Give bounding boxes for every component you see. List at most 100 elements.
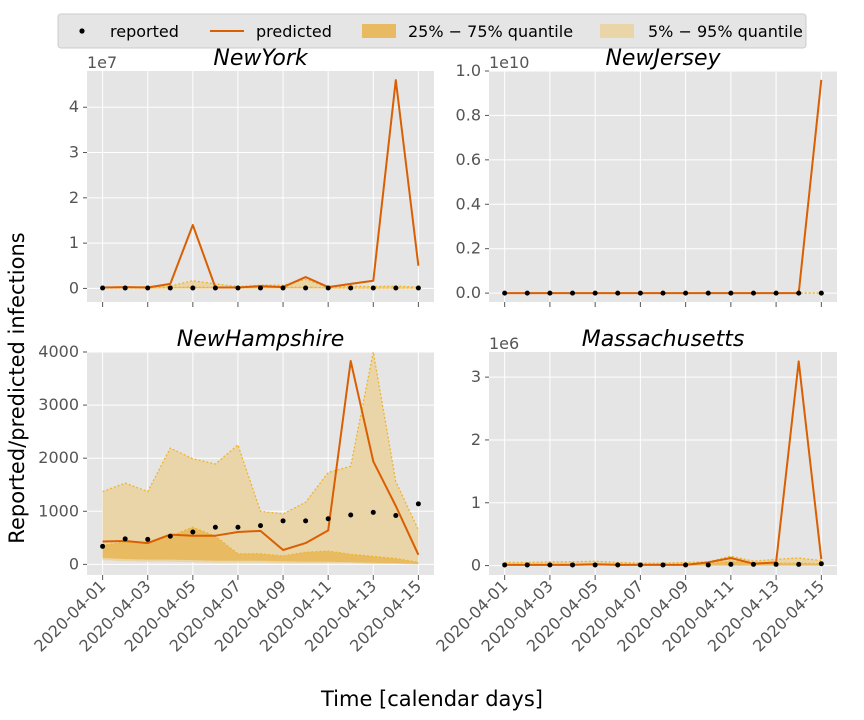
reported-point xyxy=(524,290,530,296)
legend-label-q5-95: 5% − 95% quantile xyxy=(648,22,803,41)
reported-point xyxy=(818,561,824,567)
reported-point xyxy=(592,562,598,568)
reported-point xyxy=(592,290,598,296)
reported-point xyxy=(502,562,508,568)
subplot-title: NewYork xyxy=(213,46,309,71)
plot-marks xyxy=(100,79,421,291)
y-tick-label: 3 xyxy=(471,367,481,386)
legend: reported predicted 25% − 75% quantile 5%… xyxy=(57,13,807,49)
reported-point xyxy=(280,285,286,291)
reported-point xyxy=(190,529,196,535)
band-25-75 xyxy=(102,527,419,564)
reported-point xyxy=(547,562,553,568)
reported-point xyxy=(570,562,576,568)
reported-point xyxy=(167,285,173,291)
y-tick-label: 0.4 xyxy=(456,194,481,213)
reported-point xyxy=(683,290,689,296)
subplot-1: 0.0 0.2 0.4 0.6 0.8 1.0 NewJersey 1e10 xyxy=(456,46,837,307)
y-tick-label: 0 xyxy=(471,556,481,575)
reported-point xyxy=(750,290,756,296)
x-axis-label: Time [calendar days] xyxy=(320,687,543,711)
reported-point xyxy=(773,290,779,296)
reported-point xyxy=(796,290,802,296)
y-offset-label: 1e10 xyxy=(489,53,529,72)
band-5-95-edge xyxy=(102,352,419,531)
reported-point xyxy=(570,290,576,296)
legend-marker-reported xyxy=(79,28,85,34)
y-axis-label: Reported/predicted infections xyxy=(5,232,29,543)
reported-point xyxy=(258,285,263,291)
reported-point xyxy=(660,290,666,296)
subplot-2: 010002000300040002020-04-012020-04-03202… xyxy=(30,327,434,656)
reported-point xyxy=(235,285,241,291)
y-tick-label: 1.0 xyxy=(456,61,481,80)
reported-point xyxy=(818,290,824,296)
reported-point xyxy=(660,562,666,568)
reported-point xyxy=(705,290,711,296)
y-tick-label: 0.8 xyxy=(456,105,481,124)
y-tick-label: 1 xyxy=(69,233,79,252)
reported-point xyxy=(728,290,734,296)
reported-point xyxy=(683,562,689,568)
y-tick-label: 0.2 xyxy=(456,239,481,258)
band-5-95 xyxy=(102,279,419,289)
legend-label-reported: reported xyxy=(110,22,179,41)
reported-point xyxy=(796,561,802,567)
y-tick-label: 1000 xyxy=(38,501,79,520)
legend-label-predicted: predicted xyxy=(256,22,332,41)
subplot-title: NewJersey xyxy=(605,46,721,71)
reported-point xyxy=(235,524,241,530)
reported-point xyxy=(393,285,399,291)
plot-background xyxy=(489,352,837,575)
subplot-0: 0 1 2 3 4 NewYork 1e7 xyxy=(69,46,434,307)
predicted-line xyxy=(102,360,420,556)
reported-point xyxy=(145,285,151,291)
y-offset-label: 1e7 xyxy=(87,53,117,72)
reported-point xyxy=(303,285,309,291)
reported-point xyxy=(212,524,218,530)
reported-point xyxy=(280,518,286,524)
y-tick-label: 2 xyxy=(69,188,79,207)
y-tick-label: 0.0 xyxy=(456,283,481,302)
y-tick-label: 3000 xyxy=(38,395,79,414)
reported-point xyxy=(100,285,106,291)
legend-marker-q5-95 xyxy=(600,24,634,38)
y-tick-label: 2000 xyxy=(38,448,79,467)
legend-label-q25-75: 25% − 75% quantile xyxy=(408,22,573,41)
reported-point xyxy=(728,561,734,567)
reported-point xyxy=(122,536,128,542)
subplot-title: NewHampshire xyxy=(177,327,345,352)
reported-point xyxy=(212,285,218,291)
y-offset-label: 1e6 xyxy=(489,334,519,353)
reported-point xyxy=(393,513,399,519)
y-tick-label: 0.6 xyxy=(456,150,481,169)
subplot-title: Massachusetts xyxy=(582,327,745,352)
y-tick-label: 4 xyxy=(69,97,79,116)
y-tick-label: 2 xyxy=(471,430,481,449)
band-5-95-edge xyxy=(504,555,822,564)
reported-point xyxy=(524,562,530,568)
reported-point xyxy=(615,290,621,296)
reported-point xyxy=(637,562,643,568)
y-tick-label: 4000 xyxy=(38,342,79,361)
reported-point xyxy=(122,285,128,291)
reported-point xyxy=(348,285,354,291)
reported-point xyxy=(303,518,309,524)
plot-marks xyxy=(502,360,824,568)
reported-point xyxy=(190,285,196,291)
reported-point xyxy=(547,290,553,296)
y-tick-label: 1 xyxy=(471,493,481,512)
reported-point xyxy=(415,285,421,291)
reported-point xyxy=(502,290,508,296)
plot-marks xyxy=(502,79,824,296)
plot-background xyxy=(87,71,434,302)
reported-point xyxy=(325,516,331,522)
y-tick-label: 3 xyxy=(69,143,79,162)
legend-marker-q25-75 xyxy=(362,24,396,38)
legend-frame xyxy=(57,13,807,49)
reported-point xyxy=(705,562,711,568)
reported-point xyxy=(370,509,376,515)
subplots: 0 1 2 3 4 NewYork 1e7 0.0 0.2 0.4 0.6 0.8 1.0 NewJers… xyxy=(30,46,837,656)
reported-point xyxy=(615,562,621,568)
